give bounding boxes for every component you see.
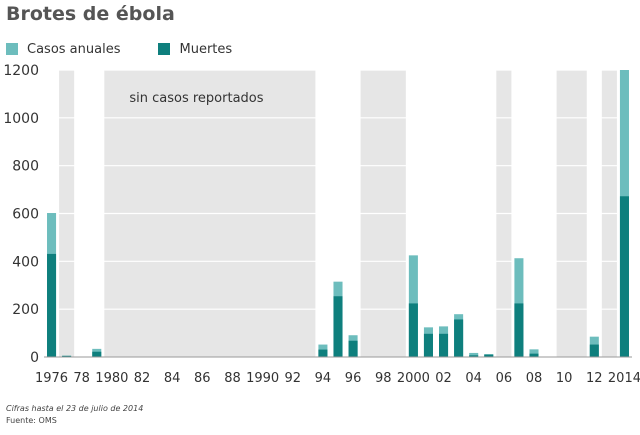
chart-title: Brotes de ébola	[6, 3, 175, 25]
x-tick-label-1986: 86	[194, 371, 211, 386]
x-tick-label-1990: 1990	[246, 371, 279, 386]
y-tick-label-5: 1000	[3, 111, 39, 127]
x-tick-label-1982: 82	[134, 371, 151, 386]
bar-chart: 0 200 400 600 800 1000 1200 1976 78 1980 82 84 86 88 1…	[3, 63, 640, 386]
y-tick-label-1: 200	[12, 302, 39, 318]
legend-item-deaths: Muertes	[158, 42, 232, 57]
x-tick-label-2002: 02	[435, 371, 452, 386]
bar-cases-2008	[529, 349, 539, 357]
bar-deaths-2002	[439, 333, 449, 357]
x-tick-label-1984: 84	[164, 371, 181, 386]
bar-deaths-1979	[92, 351, 102, 357]
bar-deaths-2012	[589, 344, 599, 357]
legend-item-cases: Casos anuales	[6, 42, 120, 57]
x-tick-label-2000: 2000	[397, 371, 430, 386]
x-tick-label-2012: 12	[586, 371, 603, 386]
x-tick-label-1994: 94	[315, 371, 332, 386]
x-tick-label-1988: 88	[224, 371, 241, 386]
x-tick-label-1980: 1980	[95, 371, 128, 386]
x-tick-label-2010: 10	[556, 371, 573, 386]
legend-label-cases: Casos anuales	[27, 41, 121, 57]
annotation-no-cases: sin casos reportados	[129, 91, 263, 106]
legend-label-deaths: Muertes	[179, 41, 233, 57]
footer-note: Cifras hasta el 23 de julio de 2014	[6, 404, 144, 413]
bar-deaths-2001	[423, 333, 433, 357]
x-tick-label-1978: 78	[73, 371, 90, 386]
x-tick-label-2008: 08	[526, 371, 543, 386]
bar-deaths-1977	[62, 355, 72, 357]
bar-deaths-2004	[469, 355, 479, 357]
bar-deaths-2008	[529, 353, 539, 357]
x-tick-label-2014: 2014	[608, 371, 640, 386]
legend: Casos anuales Muertes	[6, 40, 270, 58]
bar-deaths-2007	[514, 303, 524, 357]
x-tick-label-1996: 96	[345, 371, 362, 386]
y-tick-label-0: 0	[30, 350, 39, 366]
legend-swatch-deaths	[158, 43, 171, 55]
bar-deaths-2014	[619, 196, 629, 357]
bar-deaths-2005	[484, 354, 494, 357]
x-tick-label-1998: 98	[375, 371, 392, 386]
y-tick-label-2: 400	[12, 254, 39, 270]
bar-deaths-1994	[318, 349, 328, 357]
y-tick-label-4: 800	[12, 159, 39, 175]
bar-deaths-1996	[348, 340, 358, 357]
bar-cases-2004	[469, 352, 479, 357]
bar-deaths-2000	[408, 303, 418, 357]
x-tick-label-1976: 1976	[35, 371, 68, 386]
footer-source: Fuente: OMS	[6, 416, 57, 425]
bar-deaths-2003	[454, 319, 464, 357]
bar-deaths-1995	[333, 296, 343, 357]
x-tick-label-2006: 06	[496, 371, 513, 386]
bar-deaths-1976	[47, 253, 57, 357]
x-tick-label-2004: 04	[465, 371, 482, 386]
x-tick-label-1992: 92	[284, 371, 301, 386]
y-tick-label-3: 600	[12, 207, 39, 223]
legend-swatch-cases	[6, 43, 18, 55]
y-tick-label-6: 1200	[3, 63, 39, 79]
